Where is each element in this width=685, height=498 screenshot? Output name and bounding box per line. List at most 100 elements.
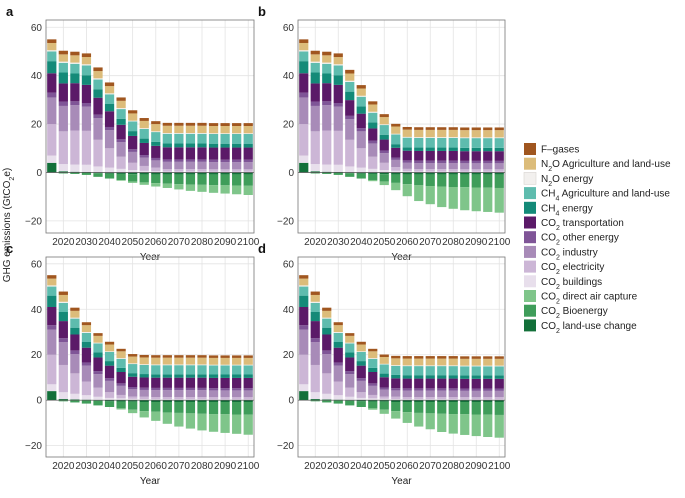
bar-segment	[414, 399, 424, 401]
bar-segment	[139, 170, 149, 173]
bar-segment	[437, 356, 447, 359]
bar-segment	[185, 161, 196, 170]
bar-segment	[483, 147, 493, 152]
bar-segment	[310, 62, 320, 73]
bar-segment	[333, 164, 343, 172]
bar-segment	[425, 365, 435, 367]
bar-segment	[402, 162, 412, 169]
bar-segment	[356, 380, 366, 393]
bar-segment	[448, 414, 458, 434]
bar-segment	[197, 357, 207, 365]
x-tick-label: 2040	[350, 461, 373, 472]
bar-segment	[333, 172, 343, 175]
bar-segment	[322, 51, 332, 56]
bar-segment	[471, 356, 481, 359]
panel-letter: a	[6, 4, 14, 19]
bar-segment	[448, 397, 458, 400]
bar-segment	[368, 408, 378, 410]
bar-segment	[471, 174, 481, 188]
bar-segment	[243, 374, 253, 378]
bar-segment	[104, 365, 115, 379]
bar-segment	[460, 390, 470, 398]
bar-segment	[139, 174, 149, 183]
bar-segment	[333, 57, 343, 65]
bar-segment	[139, 400, 149, 402]
bar-segment	[310, 172, 320, 174]
bar-segment	[402, 129, 412, 137]
bar-segment	[483, 174, 493, 188]
bar-segment	[368, 351, 378, 359]
panel-letter: c	[6, 241, 13, 256]
bar-segment	[368, 128, 378, 141]
plot-frame	[45, 19, 255, 234]
bar-segment	[483, 390, 493, 398]
bar-segment	[391, 134, 401, 145]
bar-segment	[310, 400, 320, 402]
bar-segment	[333, 103, 343, 107]
bar-segment	[208, 400, 219, 402]
bar-segment	[379, 364, 389, 374]
bar-segment	[471, 172, 481, 175]
panel-c: 60 40 20 0 −20 2020 2030 2040 2050 2060 2070 2080 20…	[6, 241, 260, 487]
bar-segment	[208, 133, 219, 135]
bar-segment	[128, 170, 138, 173]
bar-segment	[356, 167, 366, 173]
bar-segment	[333, 65, 343, 76]
bar-segment	[208, 174, 219, 186]
bar-segment	[58, 400, 68, 402]
legend-label: CO2 Bioenergy	[541, 306, 608, 320]
bar-segment	[494, 390, 504, 398]
bar-segment	[104, 86, 115, 94]
bar-segment	[243, 185, 253, 195]
bar-segment	[197, 402, 207, 414]
bar-segment	[174, 147, 184, 160]
legend-item: F–gases	[524, 143, 579, 156]
bar-segment	[483, 388, 493, 391]
bar-segment	[345, 115, 355, 120]
bar-segment	[356, 397, 366, 401]
bar-segment	[471, 378, 481, 389]
bar-segment	[437, 400, 447, 402]
x-tick-label: 2090	[214, 461, 237, 472]
bar-segment	[116, 372, 126, 384]
x-tick-label: 2060	[145, 237, 168, 248]
x-tick-label: 2020	[52, 237, 75, 248]
bar-segment	[139, 165, 149, 171]
y-tick-label: 20	[31, 120, 43, 131]
bar-segment	[243, 134, 253, 144]
bar-segment	[197, 171, 207, 173]
bar-segment	[322, 373, 332, 394]
bar-segment	[425, 400, 435, 402]
bar-segment	[70, 354, 80, 374]
bar-segment	[345, 172, 355, 174]
bar-segment	[368, 112, 378, 123]
bar-segment	[104, 344, 115, 352]
bar-segment	[197, 390, 207, 397]
bar-segment	[128, 172, 138, 175]
bar-segment	[437, 402, 447, 414]
bar-segment	[128, 110, 138, 114]
bar-segment	[185, 400, 196, 402]
bar-segment	[322, 334, 332, 351]
bar-segment	[333, 362, 343, 366]
bar-segment	[104, 94, 115, 104]
legend-label: F–gases	[541, 145, 579, 156]
legend-swatch	[524, 290, 536, 302]
bar-segment	[81, 395, 92, 400]
bar-segment	[70, 83, 80, 102]
bar-segment	[345, 335, 355, 343]
bar-segment	[232, 134, 242, 144]
bar-segment	[402, 358, 412, 366]
bar-segment	[197, 355, 207, 358]
bar-segment	[437, 163, 447, 170]
bar-segment	[379, 153, 389, 163]
bar-segment	[139, 364, 149, 365]
bar-segment	[379, 401, 389, 410]
bar-segment	[47, 124, 57, 156]
bar-segment	[471, 127, 481, 131]
bar-segment	[356, 128, 366, 132]
bar-segment	[460, 375, 470, 379]
bar-segment	[391, 144, 401, 148]
bar-segment	[116, 367, 126, 372]
bar-segment	[437, 172, 447, 175]
